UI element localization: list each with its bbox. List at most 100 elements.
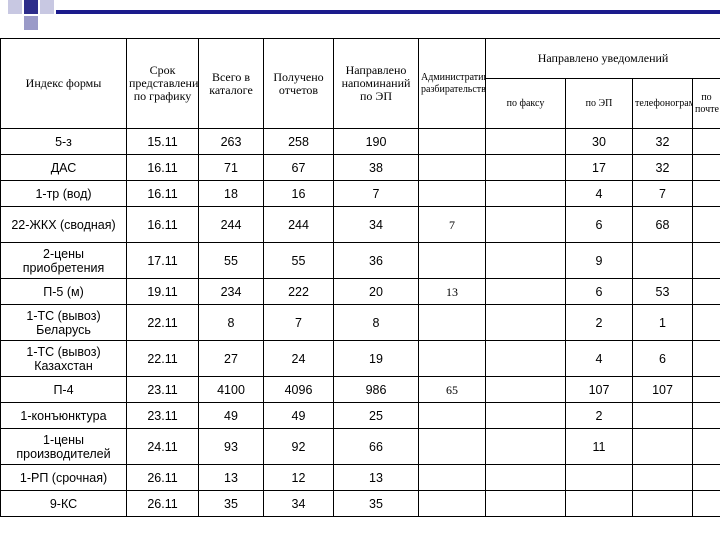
cell-deadline: 23.11 bbox=[126, 376, 199, 403]
cell-tel bbox=[632, 428, 693, 465]
cell-reminders: 7 bbox=[333, 180, 419, 207]
header-rule bbox=[56, 0, 720, 17]
cell-total: 4100 bbox=[198, 376, 264, 403]
cell-fax bbox=[485, 278, 566, 305]
cell-admin bbox=[418, 304, 486, 341]
cell-tel bbox=[632, 464, 693, 491]
cell-deadline: 15.11 bbox=[126, 128, 199, 155]
cell-reminders: 190 bbox=[333, 128, 419, 155]
cell-admin bbox=[418, 154, 486, 181]
header-sent-reminders: Направлено напоминаний по ЭП bbox=[333, 38, 419, 129]
cell-reminders: 20 bbox=[333, 278, 419, 305]
cell-mail bbox=[691, 402, 720, 429]
cell-deadline: 16.11 bbox=[126, 154, 199, 181]
cell-reminders: 66 bbox=[333, 428, 419, 465]
cell-received: 55 bbox=[263, 242, 334, 279]
cell-tel: 1 bbox=[632, 304, 693, 341]
cell-ep: 2 bbox=[565, 304, 633, 341]
cell-total: 234 bbox=[198, 278, 264, 305]
cell-admin: 7 bbox=[418, 206, 486, 243]
header-by-fax: по факсу bbox=[485, 78, 566, 129]
cell-reminders: 34 bbox=[333, 206, 419, 243]
cell-ep: 6 bbox=[565, 278, 633, 305]
cell-total: 93 bbox=[198, 428, 264, 465]
cell-total: 263 bbox=[198, 128, 264, 155]
cell-mail bbox=[691, 180, 720, 207]
cell-form: П-5 (м) bbox=[0, 278, 127, 305]
cell-admin bbox=[418, 242, 486, 279]
table-row: 1-ТС (вывоз) Беларусь 22.11 8 7 8 2 1 bbox=[0, 304, 720, 341]
cell-deadline: 22.11 bbox=[126, 340, 199, 377]
cell-form: 1-цены производителей bbox=[0, 428, 127, 465]
cell-tel: 7 bbox=[632, 180, 693, 207]
cell-fax bbox=[485, 464, 566, 491]
cell-fax bbox=[485, 206, 566, 243]
header-received: Получено отчетов bbox=[263, 38, 334, 129]
cell-total: 18 bbox=[198, 180, 264, 207]
cell-fax bbox=[485, 402, 566, 429]
cell-fax bbox=[485, 154, 566, 181]
cell-mail bbox=[691, 376, 720, 403]
cell-admin bbox=[418, 490, 486, 517]
cell-reminders: 36 bbox=[333, 242, 419, 279]
cell-received: 244 bbox=[263, 206, 334, 243]
cell-reminders: 986 bbox=[333, 376, 419, 403]
cell-received: 4096 bbox=[263, 376, 334, 403]
cell-mail bbox=[691, 464, 720, 491]
table-row: П-5 (м) 19.11 234 222 20 13 6 53 bbox=[0, 278, 720, 305]
table-row: П-4 23.11 4100 4096 986 65 107 107 bbox=[0, 376, 720, 403]
cell-admin: 13 bbox=[418, 278, 486, 305]
table-row: 22-ЖКХ (сводная) 16.11 244 244 34 7 6 68 bbox=[0, 206, 720, 243]
cell-received: 222 bbox=[263, 278, 334, 305]
cell-deadline: 26.11 bbox=[126, 464, 199, 491]
header-by-mail: по почте bbox=[691, 78, 720, 129]
cell-tel bbox=[632, 242, 693, 279]
cell-tel: 53 bbox=[632, 278, 693, 305]
table-row: 1-РП (срочная) 26.11 13 12 13 bbox=[0, 464, 720, 491]
cell-reminders: 35 bbox=[333, 490, 419, 517]
cell-form: 1-конъюнктура bbox=[0, 402, 127, 429]
cell-admin bbox=[418, 128, 486, 155]
cell-reminders: 13 bbox=[333, 464, 419, 491]
cell-total: 244 bbox=[198, 206, 264, 243]
cell-form: 22-ЖКХ (сводная) bbox=[0, 206, 127, 243]
cell-tel bbox=[632, 402, 693, 429]
cell-ep: 17 bbox=[565, 154, 633, 181]
table-row: 2-цены приобретения 17.11 55 55 36 9 bbox=[0, 242, 720, 279]
cell-form: 1-РП (срочная) bbox=[0, 464, 127, 491]
statistics-table: Индекс формы Срок представления по графи… bbox=[0, 38, 720, 517]
table-row: 1-конъюнктура 23.11 49 49 25 2 bbox=[0, 402, 720, 429]
cell-form: 1-тр (вод) bbox=[0, 180, 127, 207]
cell-form: 2-цены приобретения bbox=[0, 242, 127, 279]
cell-total: 27 bbox=[198, 340, 264, 377]
cell-form: П-4 bbox=[0, 376, 127, 403]
cell-ep: 30 bbox=[565, 128, 633, 155]
cell-ep: 4 bbox=[565, 340, 633, 377]
decorative-squares bbox=[0, 0, 80, 40]
cell-tel: 6 bbox=[632, 340, 693, 377]
cell-form: 5-з bbox=[0, 128, 127, 155]
table-row: 1-цены производителей 24.11 93 92 66 11 bbox=[0, 428, 720, 465]
cell-total: 55 bbox=[198, 242, 264, 279]
cell-fax bbox=[485, 490, 566, 517]
cell-fax bbox=[485, 376, 566, 403]
cell-reminders: 19 bbox=[333, 340, 419, 377]
cell-reminders: 25 bbox=[333, 402, 419, 429]
cell-fax bbox=[485, 340, 566, 377]
cell-form: ДАС bbox=[0, 154, 127, 181]
cell-mail bbox=[691, 154, 720, 181]
cell-admin bbox=[418, 464, 486, 491]
cell-tel: 32 bbox=[632, 154, 693, 181]
cell-fax bbox=[485, 128, 566, 155]
header-catalog-total: Всего в каталоге bbox=[198, 38, 264, 129]
table-row: ДАС 16.11 71 67 38 17 32 bbox=[0, 154, 720, 181]
cell-deadline: 19.11 bbox=[126, 278, 199, 305]
cell-form: 1-ТС (вывоз) Беларусь bbox=[0, 304, 127, 341]
cell-received: 7 bbox=[263, 304, 334, 341]
cell-mail bbox=[691, 304, 720, 341]
cell-mail bbox=[691, 428, 720, 465]
header-index-form: Индекс формы bbox=[0, 38, 127, 129]
cell-deadline: 22.11 bbox=[126, 304, 199, 341]
cell-ep bbox=[565, 464, 633, 491]
cell-deadline: 17.11 bbox=[126, 242, 199, 279]
